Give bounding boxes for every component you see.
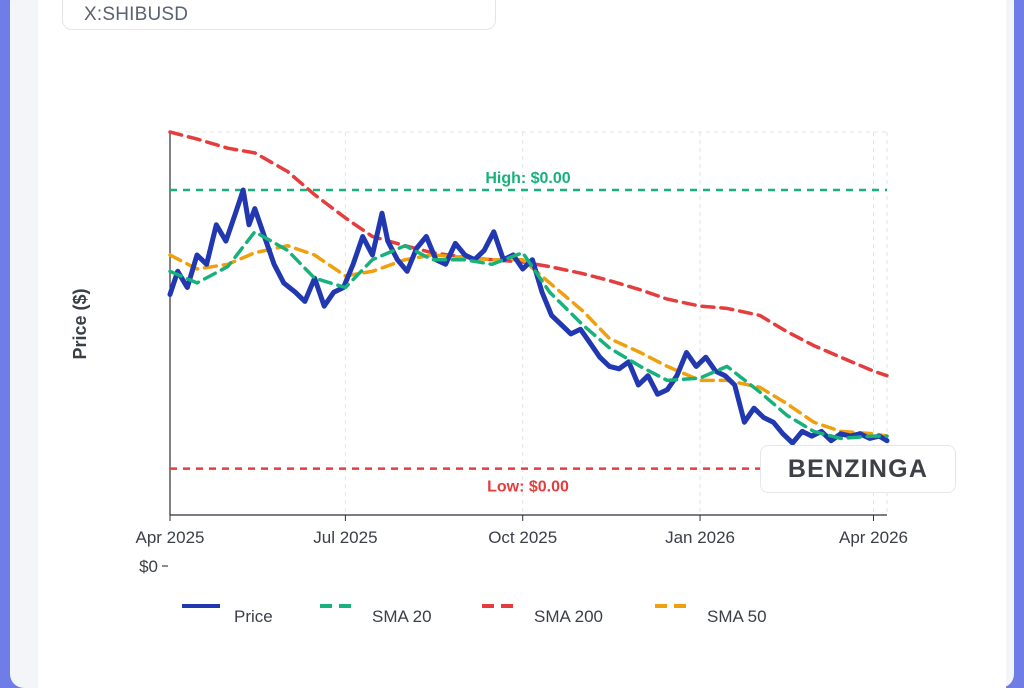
legend-label: SMA 50 <box>707 607 767 626</box>
x-tick-label: Jan 2026 <box>665 528 735 547</box>
x-tick-label: Apr 2025 <box>136 528 205 547</box>
ticker-symbol: X:SHIBUSD <box>84 4 189 25</box>
low-label: Low: $0.00 <box>487 479 569 496</box>
x-tick-label: Oct 2025 <box>488 528 557 547</box>
legend-label: Price <box>234 607 273 626</box>
series-line-sma-200 <box>168 130 889 378</box>
ticker-field[interactable] <box>62 0 496 30</box>
legend-label: SMA 20 <box>372 607 432 626</box>
series-line-price <box>167 187 890 446</box>
benzinga-watermark: BENZINGA <box>760 445 956 493</box>
high-label: High: $0.00 <box>485 170 570 187</box>
chart-panel <box>38 0 1006 688</box>
y-tick-label: $0 <box>139 557 158 576</box>
series-line-sma-20 <box>168 230 889 441</box>
legend-label: SMA 200 <box>534 607 603 626</box>
x-tick-label: Jul 2025 <box>313 528 377 547</box>
x-tick-label: Apr 2026 <box>839 528 908 547</box>
y-axis-label: Price ($) <box>70 288 90 359</box>
chart-card <box>10 0 1014 688</box>
